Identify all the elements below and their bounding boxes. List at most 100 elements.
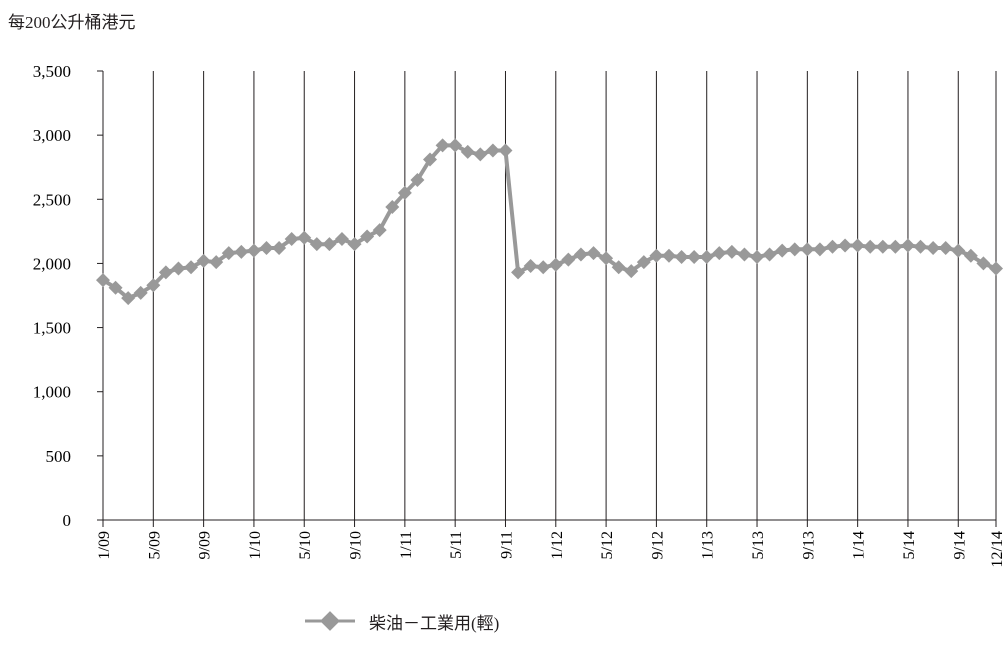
data-point (347, 237, 362, 252)
data-point (171, 261, 186, 276)
x-tick-label: 9/14 (951, 531, 968, 559)
data-point (712, 246, 727, 261)
data-point (435, 138, 450, 153)
x-tick-label: 1/10 (247, 531, 264, 559)
data-point (624, 264, 639, 279)
data-point (511, 265, 526, 280)
y-tick-label: 2,500 (33, 190, 71, 209)
data-point (913, 239, 928, 254)
x-tick-label: 5/12 (599, 531, 616, 559)
data-point (926, 241, 941, 256)
data-point (146, 278, 161, 293)
data-point (423, 152, 438, 167)
data-point (636, 255, 651, 270)
data-point (397, 185, 412, 200)
data-point (900, 238, 915, 253)
data-point (410, 173, 425, 188)
data-point (234, 244, 249, 259)
data-point (825, 239, 840, 254)
x-tick-label: 1/11 (398, 531, 415, 559)
data-point (523, 258, 538, 273)
x-tick-label: 9/12 (649, 531, 666, 559)
x-tick-label: 1/14 (851, 531, 868, 559)
y-tick-label: 500 (46, 447, 72, 466)
data-point (951, 243, 966, 258)
data-point (548, 257, 563, 272)
data-point (158, 265, 173, 280)
data-point (133, 285, 148, 300)
data-point (661, 248, 676, 263)
data-point (460, 144, 475, 159)
data-point (838, 238, 853, 253)
data-point (209, 255, 224, 270)
data-point (121, 291, 136, 306)
data-point (272, 241, 287, 256)
data-point (750, 250, 765, 265)
data-point (536, 260, 551, 275)
data-point (800, 242, 815, 257)
x-tick-label: 9/10 (348, 531, 365, 559)
data-point (473, 147, 488, 162)
x-tick-label: 9/13 (800, 531, 817, 559)
data-point (108, 280, 123, 295)
x-tick-label: 9/11 (498, 531, 515, 559)
data-point (875, 239, 890, 254)
data-point (599, 251, 614, 266)
x-tick-label: 1/13 (700, 531, 717, 559)
x-tick-label: 5/14 (901, 531, 918, 559)
x-tick-label: 5/10 (297, 531, 314, 559)
data-point (96, 273, 110, 288)
data-point (448, 138, 463, 153)
data-point (863, 239, 878, 254)
data-point (989, 261, 1003, 276)
data-point (938, 241, 953, 256)
data-point (561, 252, 576, 267)
y-tick-label: 1,000 (33, 383, 71, 402)
data-point (322, 237, 337, 252)
data-point (687, 250, 702, 265)
line-chart: 0 500 1,000 1,500 2,000 2,500 3,000 3,500 1/09 5/… (33, 62, 1006, 567)
data-point (737, 247, 752, 262)
data-point (334, 232, 349, 247)
data-point (976, 256, 991, 271)
x-tick-label: 5/11 (448, 531, 465, 559)
data-point (611, 260, 626, 275)
y-tick-label: 0 (63, 511, 72, 530)
data-point (372, 223, 387, 238)
x-tick-label: 5/13 (750, 531, 767, 559)
data-point (498, 143, 513, 158)
data-point (385, 199, 400, 214)
y-tick-label: 3,000 (33, 126, 71, 145)
data-point (221, 246, 236, 261)
data-point (888, 239, 903, 254)
x-tick-label: 9/09 (197, 531, 214, 559)
data-point (850, 238, 865, 253)
y-tick-label: 3,500 (33, 62, 71, 81)
y-axis-unit-label: 每200公升桶港元 (8, 13, 136, 32)
data-point (963, 248, 978, 263)
data-point (360, 229, 375, 244)
x-tick-label: 5/09 (146, 531, 163, 559)
y-tick-label: 1,500 (33, 319, 71, 338)
data-point (297, 230, 312, 245)
data-point (699, 250, 714, 265)
y-tick-label: 2,000 (33, 254, 71, 273)
data-point (485, 143, 500, 158)
x-tick-label: 1/09 (96, 531, 113, 559)
legend: 柴油－工業用(輕) (305, 606, 499, 636)
x-tick-label: 12/14 (989, 531, 1006, 567)
data-point (309, 237, 324, 252)
data-point (762, 247, 777, 262)
data-point (284, 232, 299, 247)
series-line (101, 143, 997, 301)
data-point (573, 247, 588, 262)
data-point (586, 246, 601, 261)
legend-label: 柴油－工業用(輕) (369, 613, 500, 633)
data-point (787, 242, 802, 257)
data-point (259, 241, 274, 256)
data-point (724, 244, 739, 259)
x-tick-label: 1/12 (549, 531, 566, 559)
data-point (196, 253, 211, 268)
data-point (775, 243, 790, 258)
data-point (674, 250, 689, 265)
